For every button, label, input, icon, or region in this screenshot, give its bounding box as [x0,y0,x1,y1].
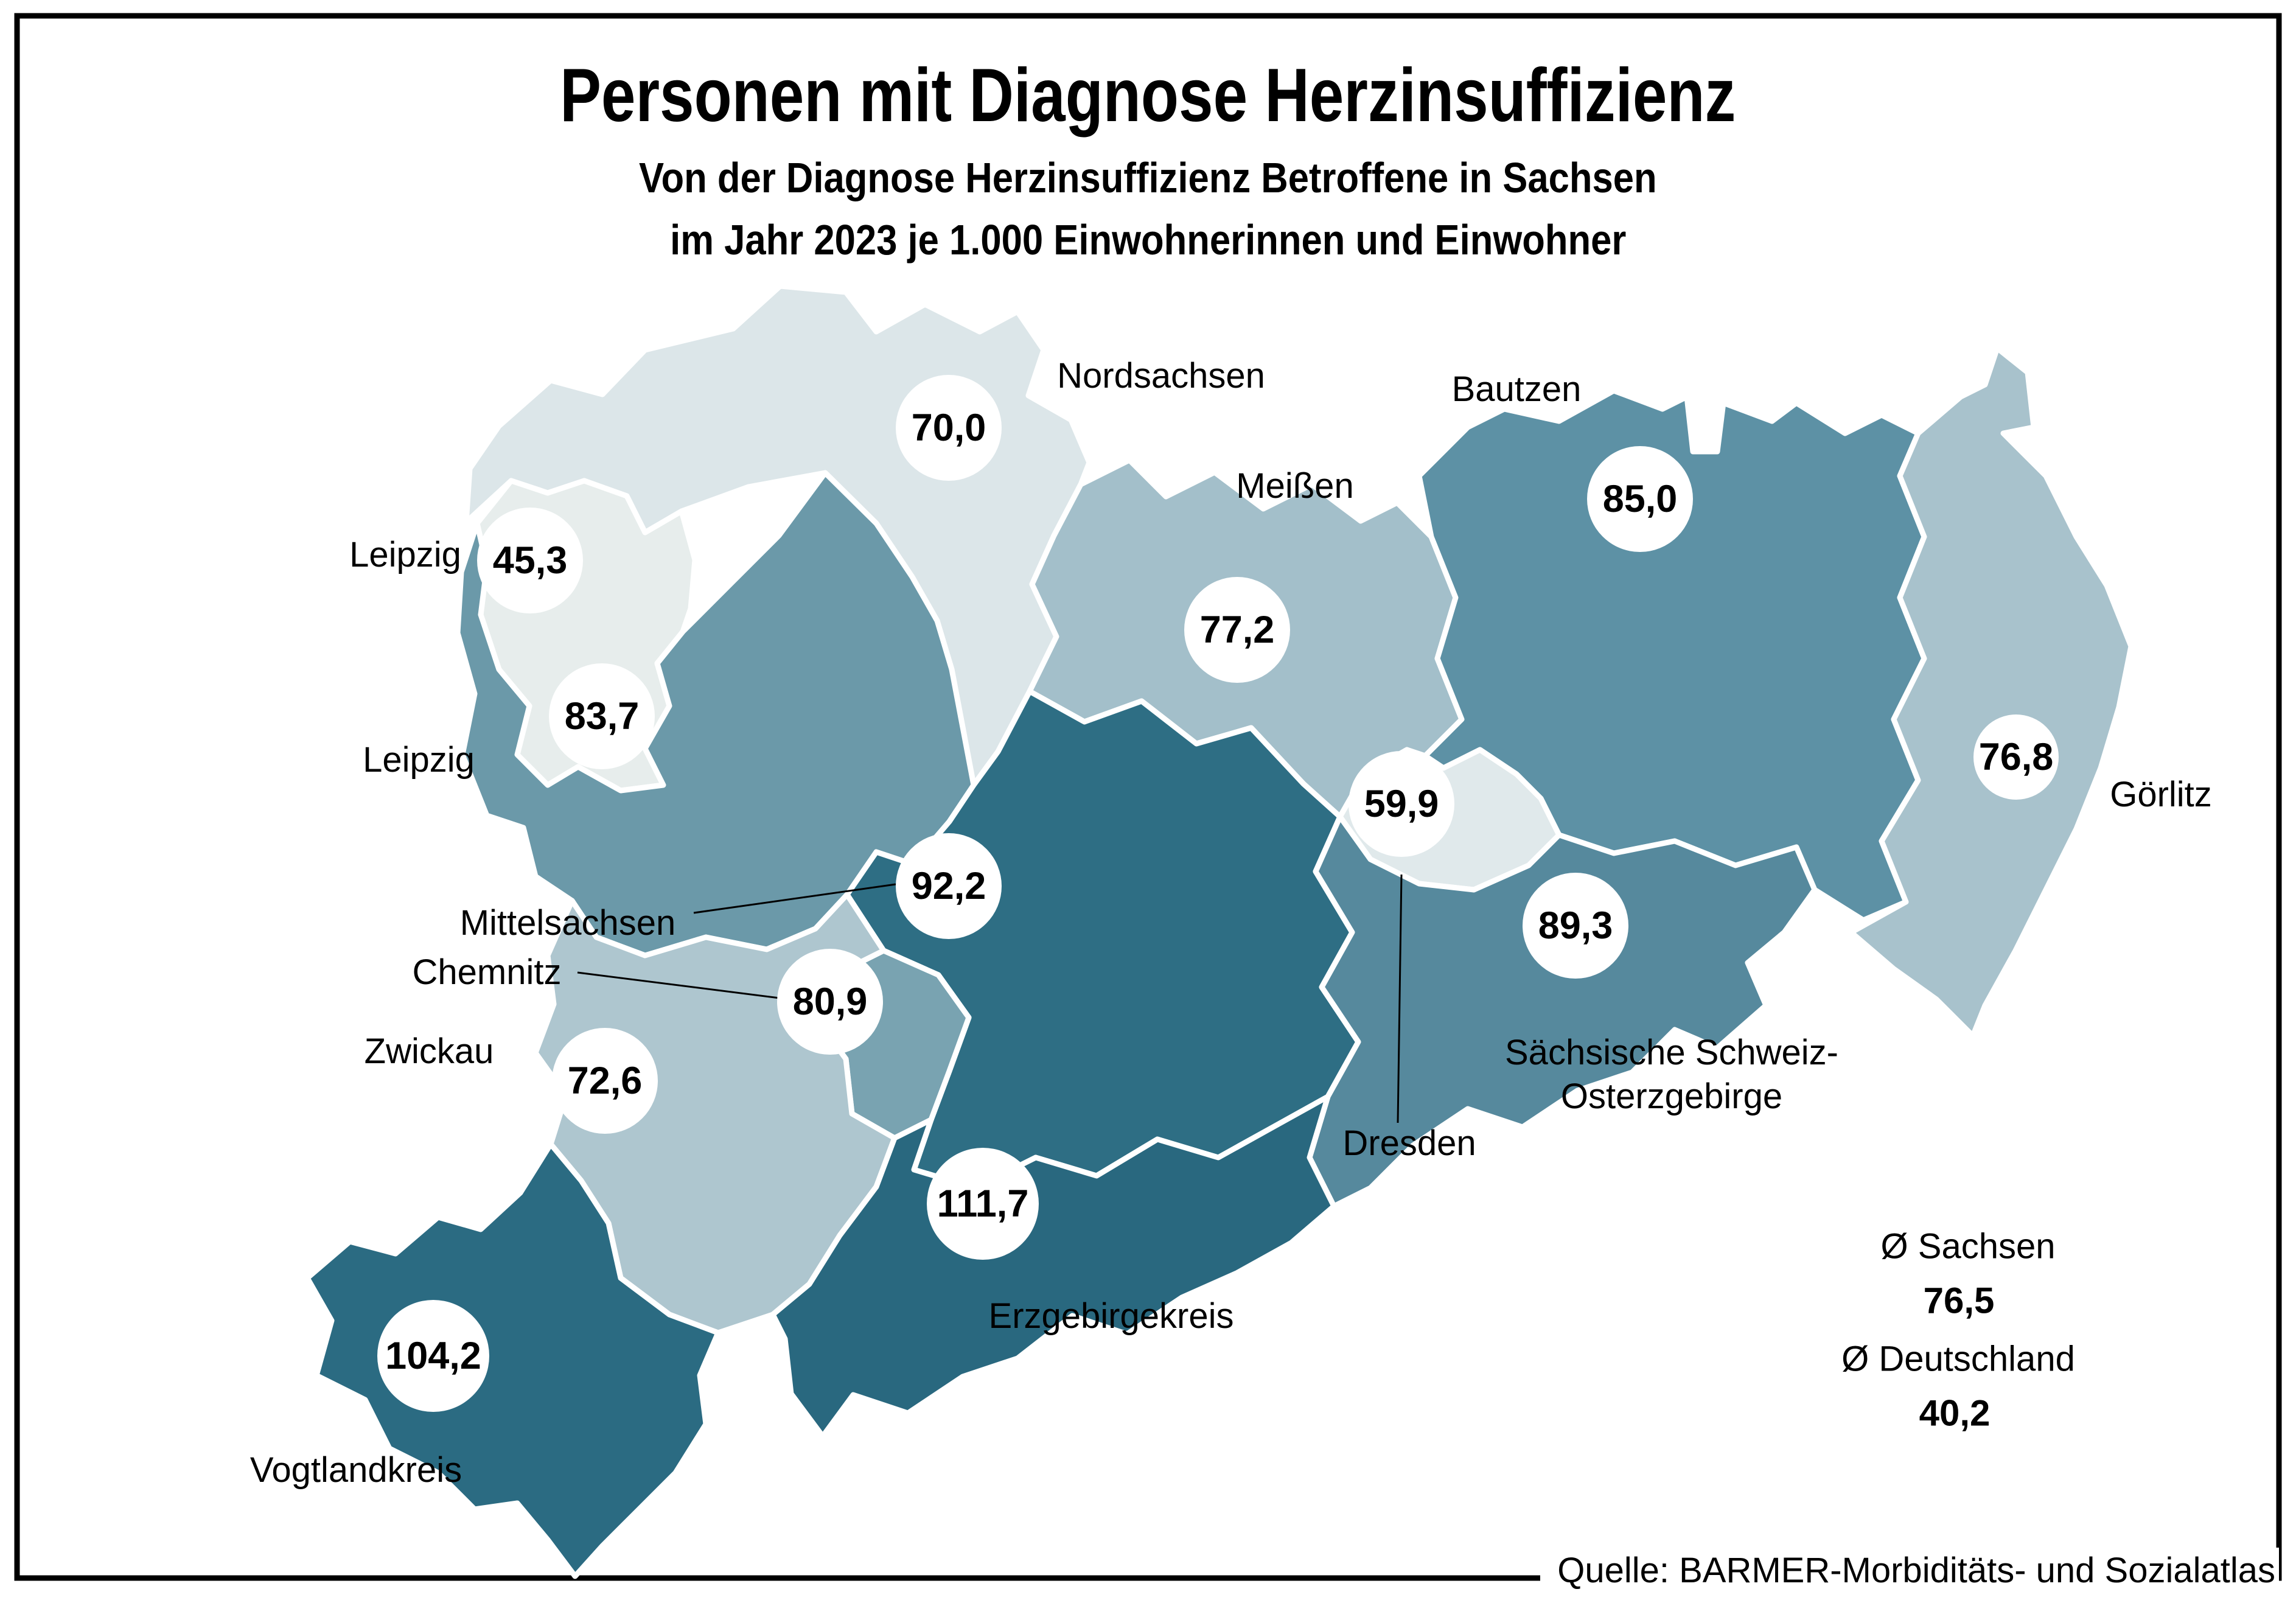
bubble-mittelsachsen [896,833,1002,939]
label-saechsische-schweiz-line2: Osterzgebirge [1560,1077,1783,1116]
bubble-chemnitz [777,949,883,1055]
region-goerlitz [1848,345,2134,1039]
bubble-vogtlandkreis [377,1300,489,1412]
bubble-erzgebirgekreis [927,1148,1039,1260]
leader-line-chemnitz [577,971,780,999]
label-dresden: Dresden [1342,1123,1476,1163]
district-shapes [304,283,2134,1579]
bubble-meissen [1184,577,1290,683]
bubble-zwickau [552,1028,658,1134]
label-bautzen: Bautzen [1451,369,1582,409]
region-erzgebirgekreis [770,1094,1337,1439]
value-dresden: 59,9 [1364,783,1439,825]
page-title: Personen mit Diagnose Herzinsuffizienz [560,54,1736,138]
value-leipzig-landkreis: 83,7 [564,695,640,738]
value-vogtlandkreis: 104,2 [385,1335,481,1377]
source-attribution: Quelle: BARMER-Morbiditäts- und Sozialat… [1540,1548,2279,1594]
bubble-bautzen [1587,446,1693,552]
label-nordsachsen: Nordsachsen [1057,356,1265,396]
value-bautzen: 85,0 [1602,478,1678,520]
leader-line-dresden [1397,874,1403,1123]
value-nordsachsen: 70,0 [911,407,986,449]
page-subtitle-line1: Von der Diagnose Herzinsuffizienz Betrof… [639,154,1657,201]
value-mittelsachsen: 92,2 [911,865,986,907]
label-vogtlandkreis: Vogtlandkreis [249,1450,462,1490]
value-saechsische-schweiz: 89,3 [1538,904,1613,947]
label-leipzig-stadt: Leipzig [349,535,461,574]
region-vogtlandkreis [304,1141,721,1579]
label-saechsische-schweiz-line1: Sächsische Schweiz- [1505,1033,1838,1072]
label-saechsische-schweiz-osterzgebirge: Sächsische Schweiz- Osterzgebirge [1367,1031,1976,1119]
value-erzgebirgekreis: 111,7 [937,1182,1029,1225]
label-zwickau: Zwickau [364,1032,494,1071]
label-meissen: Meißen [1236,466,1354,506]
value-bubbles [377,375,2059,1412]
label-mittelsachsen: Mittelsachsen [459,903,676,943]
leader-lines [577,874,1403,1123]
frame-border [14,13,2282,1581]
average-deutschland-label: Ø Deutschland [1841,1339,2075,1379]
average-sachsen-value: 76,5 [1923,1280,1995,1321]
label-erzgebirgekreis: Erzgebirgekreis [988,1296,1234,1336]
value-meissen: 77,2 [1199,609,1275,651]
region-saechsische-schweiz-osterzgebirge [1307,814,1818,1209]
value-zwickau: 72,6 [567,1060,643,1102]
value-goerlitz: 76,8 [1978,736,2054,778]
bubble-leipzig-stadt [477,508,583,613]
region-leipzig-landkreis [455,470,977,959]
bubble-nordsachsen [896,375,1002,481]
value-leipzig-stadt: 45,3 [492,539,568,582]
page-subtitle-line2: im Jahr 2023 je 1.000 Einwohnerinnen und… [669,216,1627,264]
label-leipzig-landkreis: Leipzig [363,740,475,780]
average-deutschland-value: 40,2 [1919,1392,1991,1434]
average-sachsen-label: Ø Sachsen [1880,1226,2056,1266]
bubble-dresden [1349,751,1454,857]
bubble-leipzig-landkreis [549,663,655,769]
label-goerlitz: Görlitz [2110,775,2212,814]
label-chemnitz: Chemnitz [412,952,562,992]
bubble-goerlitz [1973,714,2059,800]
leader-line-mittelsachsen [693,883,896,914]
bubble-saechsische-schweiz [1523,873,1628,979]
value-chemnitz: 80,9 [792,980,868,1023]
